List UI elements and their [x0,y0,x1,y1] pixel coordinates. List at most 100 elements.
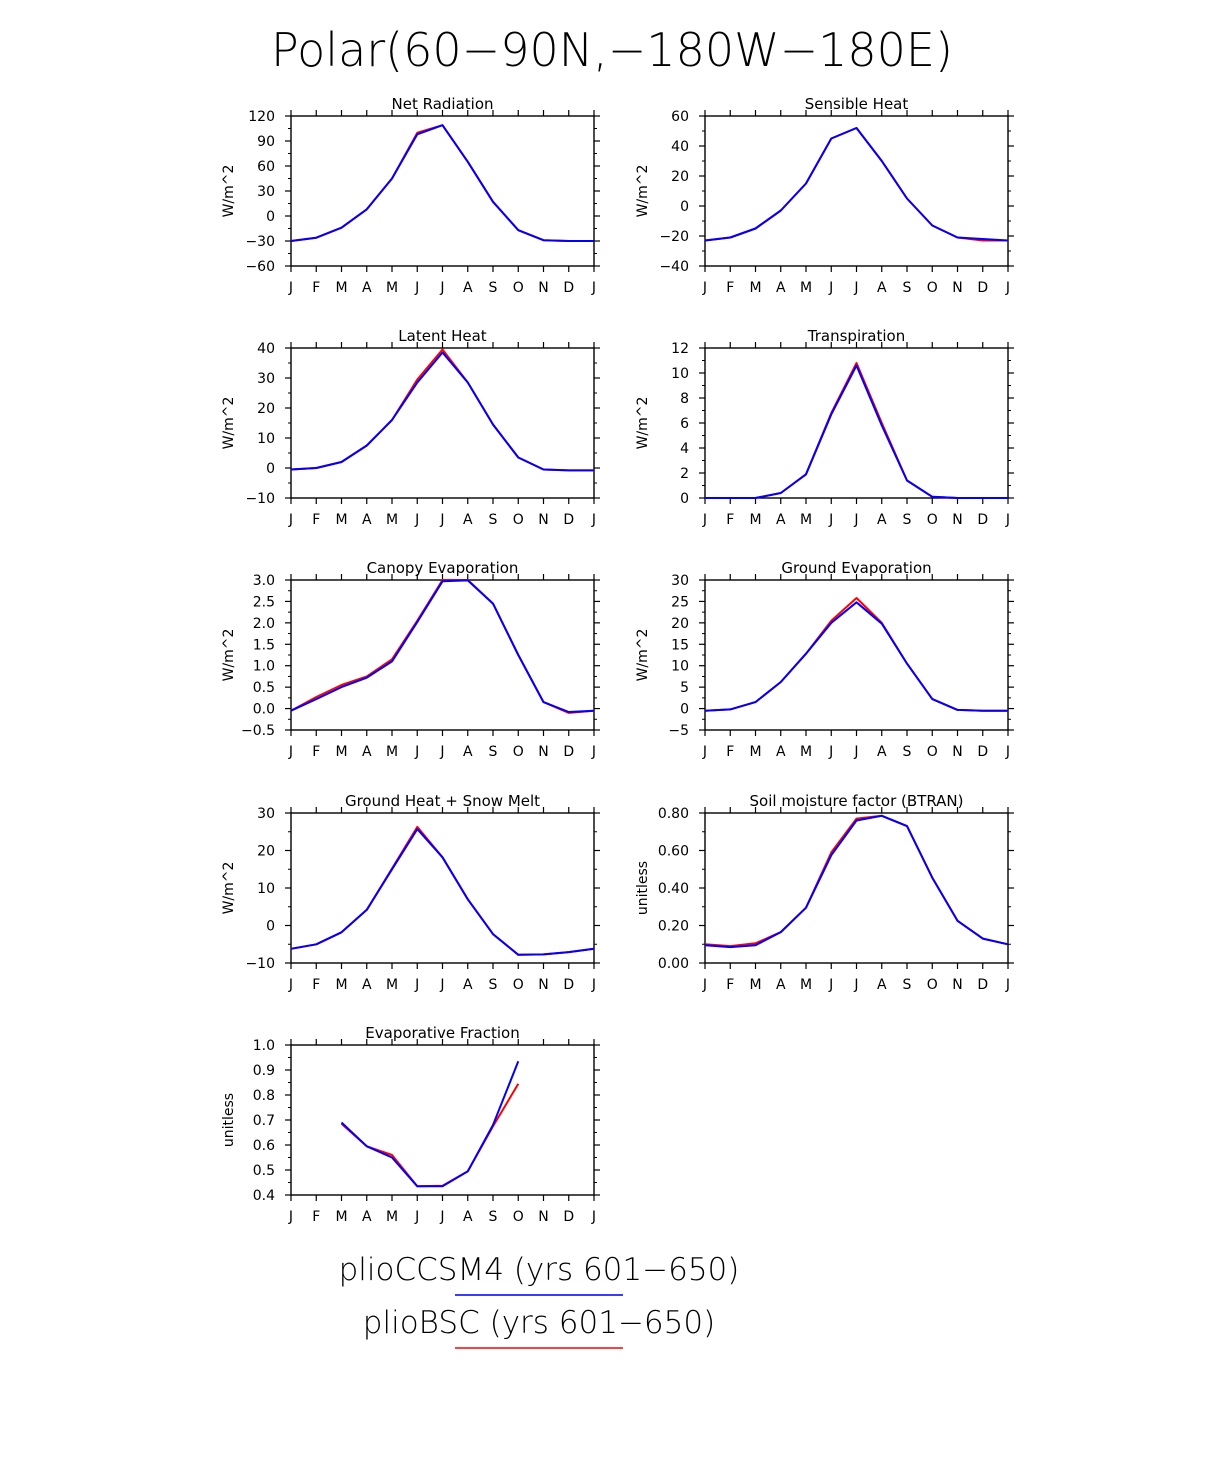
x-tick-label: J [439,977,444,993]
y-tick-label: 10 [257,881,275,897]
plot-frame [704,812,1009,964]
legend-label-pliobsc: plioBSC (yrs 601−650) [363,1305,715,1341]
x-tick-label: M [386,280,398,296]
x-tick-label: A [776,280,786,296]
y-tick-label: 60 [671,109,689,125]
x-tick-label: M [386,977,398,993]
x-tick-label: O [513,280,524,296]
y-tick-label: 20 [671,169,689,185]
x-tick-label: M [749,977,761,993]
x-tick-label: A [877,512,887,528]
x-tick-label: M [335,1209,347,1225]
y-tick-label: 0.5 [253,680,275,696]
x-tick-label: J [591,280,596,296]
y-tick-label: 2.0 [253,616,275,632]
y-tick-label: 30 [671,573,689,589]
x-tick-label: F [312,744,320,760]
y-tick-label: −30 [245,234,275,250]
y-tick-label: 6 [680,416,689,432]
x-tick-label: J [702,744,707,760]
y-axis-label: W/m^2 [221,862,237,915]
x-tick-label: J [1005,977,1010,993]
y-tick-label: −10 [245,491,275,507]
y-tick-label: 0.20 [658,919,689,935]
y-tick-label: 0 [266,461,275,477]
x-tick-label: F [726,512,734,528]
y-tick-label: 3.0 [253,573,275,589]
x-tick-label: N [952,280,962,296]
x-tick-label: J [1005,744,1010,760]
panel-title: Sensible Heat [805,95,909,113]
y-tick-label: 30 [257,184,275,200]
y-tick-label: 10 [257,431,275,447]
y-tick-label: 0.7 [253,1113,275,1129]
y-tick-label: −5 [668,723,689,739]
x-tick-label: J [414,1209,419,1225]
y-tick-label: 30 [257,371,275,387]
y-tick-label: 25 [671,594,689,610]
y-tick-label: 8 [680,391,689,407]
x-tick-label: J [702,280,707,296]
y-tick-label: 2 [680,466,689,482]
series-line-plioccsm4 [340,1060,520,1188]
y-tick-label: 60 [257,159,275,175]
x-tick-label: M [335,977,347,993]
y-tick-label: 0.0 [253,702,275,718]
panel-title: Ground Evaporation [781,559,931,577]
x-tick-label: M [749,280,761,296]
x-tick-label: J [1005,512,1010,528]
x-tick-label: J [414,280,419,296]
x-tick-label: O [513,744,524,760]
series-line-plioccsm4 [704,127,1009,242]
x-tick-label: S [489,977,498,993]
y-tick-label: 0 [680,199,689,215]
x-tick-label: D [563,1209,574,1225]
y-tick-label: 1.0 [253,659,275,675]
x-tick-label: J [828,744,833,760]
y-tick-label: 0 [266,209,275,225]
x-tick-label: J [439,744,444,760]
panel-title: Ground Heat + Snow Melt [345,792,540,810]
y-tick-label: 40 [257,341,275,357]
y-tick-label: 0.00 [658,956,689,972]
x-tick-label: O [513,1209,524,1225]
x-tick-label: J [439,280,444,296]
x-tick-label: J [853,512,858,528]
y-axis-label: W/m^2 [635,397,651,450]
x-tick-label: S [903,512,912,528]
x-tick-label: J [853,744,858,760]
x-tick-label: J [591,977,596,993]
x-tick-label: S [489,280,498,296]
figure-title: Polar(60−90N,−180W−180E) [271,23,953,77]
x-tick-label: F [312,280,320,296]
y-tick-label: −60 [245,259,275,275]
y-tick-label: 4 [680,441,689,457]
series-line-plioccsm4 [704,601,1008,712]
x-tick-label: M [335,280,347,296]
y-tick-label: 0 [680,702,689,718]
y-tick-label: 20 [257,401,275,417]
y-tick-label: 20 [257,844,275,860]
x-tick-label: D [977,512,988,528]
x-tick-label: O [927,280,938,296]
x-tick-label: N [538,280,548,296]
x-tick-label: A [362,280,372,296]
x-tick-label: A [362,512,372,528]
x-tick-label: J [288,1209,293,1225]
x-tick-label: F [312,977,320,993]
x-tick-label: O [513,512,524,528]
legend-label-plioccsm4: plioCCSM4 (yrs 601−650) [339,1252,740,1288]
y-tick-label: 20 [671,616,689,632]
x-tick-label: S [489,512,498,528]
x-tick-label: N [538,1209,548,1225]
panel-title: Canopy Evaporation [367,559,519,577]
x-tick-label: M [800,977,812,993]
y-axis-label: W/m^2 [221,629,237,682]
x-tick-label: J [591,1209,596,1225]
y-tick-label: 10 [671,659,689,675]
y-axis-label: W/m^2 [635,629,651,682]
